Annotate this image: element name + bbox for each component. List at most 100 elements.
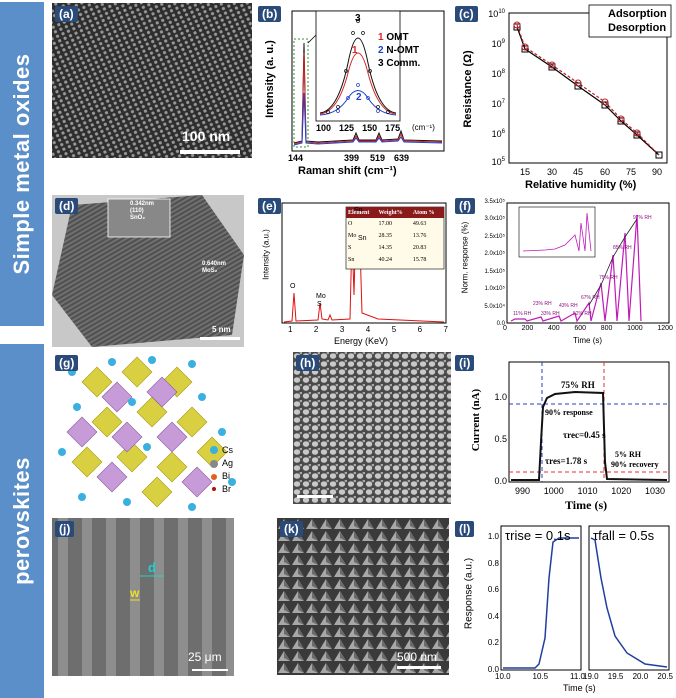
tem-image-d — [52, 195, 244, 347]
legend: Adsorption Desorption — [592, 7, 667, 35]
panel-d: (d) 0.342nm (110) SnO₂ 0.640nm MoS₂ 5 nm — [52, 195, 244, 347]
norm-response-chart — [506, 202, 670, 324]
x-axis-label: Time (s) — [563, 683, 596, 693]
panel-i: (i) Current (nA) 0.0 0.5 1.0 75% RH 90% re… — [455, 352, 673, 516]
legend-item: Bi — [222, 471, 231, 481]
sem-image-a — [52, 3, 252, 158]
panel-letter: (g) — [55, 355, 79, 371]
panel-letter: (j) — [55, 521, 75, 537]
panel-letter: (k) — [280, 521, 303, 537]
annot-tres: τres=1.78 s — [545, 456, 588, 466]
label-d: d — [148, 560, 156, 575]
svg-text:108: 108 — [492, 69, 506, 79]
eds-chart — [281, 202, 447, 324]
sidebar-simple-metal-oxides: Simple metal oxides — [0, 2, 44, 326]
x-axis-label: Relative humidity (%) — [525, 179, 637, 191]
current-curve — [511, 390, 668, 481]
tau-rise: τrise = 0.1s — [505, 528, 571, 543]
panel-f: (f) Norm. response (%) 0.0 5.0x10⁴ 1.0x10⁵… — [455, 195, 673, 350]
panel-g: (g) Cs Ag Bi Br — [52, 352, 247, 512]
panel-l: (l) τrise = 0.1s τfall = 0.5s Response (… — [455, 518, 673, 696]
annot-90-response: 90% response — [545, 408, 593, 417]
panel-e: (e) Intensity (a.u.) O Mo S Sn Sn Elemen… — [258, 195, 450, 350]
sidebar-perovskites: perovskites — [0, 344, 44, 698]
svg-text:3: 3 — [355, 13, 361, 24]
legend-item-desorption: Desorption — [608, 22, 667, 34]
panel-letter: (a) — [55, 6, 78, 22]
lattice-annotation-mos2: 0.640nm MoS₂ — [202, 261, 227, 274]
sidebar-label: Simple metal oxides — [9, 53, 34, 275]
tau-fall: τfall = 0.5s — [593, 528, 655, 543]
legend: 1 OMT 2 N-OMT 3 Comm. — [378, 31, 420, 70]
legend-item: 3 Comm. — [378, 58, 421, 69]
annot-5rh: 5% RH — [615, 450, 641, 459]
svg-text:1010: 1010 — [488, 9, 505, 19]
annot-90-recovery: 90% recovery — [611, 460, 659, 469]
y-ticks: 0.0 5.0x10⁴ 1.0x10⁵ 1.5x10⁵ 2.0x10⁵ 2.5x10⁵ 3.… — [484, 199, 505, 327]
sem-image-j — [52, 518, 234, 676]
svg-text:2: 2 — [356, 92, 362, 103]
panel-h: (h) — [293, 352, 451, 504]
y-axis-label: Intensity (a.u.) — [261, 229, 271, 280]
inset-ticks: 100 125 150 175 — [316, 123, 401, 133]
x-axis-label: Time (s) — [573, 336, 603, 345]
annot-trec: τrec=0.45 s — [563, 430, 606, 440]
response-chart — [500, 525, 670, 671]
svg-text:90: 90 — [652, 167, 662, 177]
scale-bar-label: 500 nm — [397, 650, 438, 664]
panel-j: (j) d w 25 μm — [52, 518, 234, 676]
x-ticks-left: 10.0 10.5 11.0 — [495, 672, 585, 681]
y-axis-label: Response (a.u.) — [463, 557, 475, 630]
current-chart — [508, 361, 670, 483]
raman-curve-nomt — [293, 92, 443, 146]
legend-item: Ag — [222, 458, 234, 468]
panel-letter: (l) — [455, 521, 475, 537]
annot-75rh: 75% RH — [561, 380, 595, 390]
raman-curve-omt — [293, 52, 443, 145]
panel-letter: (f) — [455, 198, 475, 214]
rise-curve — [503, 537, 579, 669]
sem-image-h — [293, 352, 451, 504]
x-ticks: 0 200 400 600 800 1000 1200 — [503, 325, 673, 332]
inset-unit: (cm⁻¹) — [412, 123, 435, 132]
y-ticks: 0.0 0.5 1.0 — [494, 392, 507, 486]
panel-k: (k) 500 nm — [277, 518, 449, 675]
svg-text:107: 107 — [492, 99, 506, 109]
y-axis-label: Current (nA) — [470, 388, 482, 452]
x-axis-label: Time (s) — [565, 498, 608, 512]
legend-item: Br — [222, 484, 231, 494]
legend-item: 1 OMT — [378, 32, 409, 43]
panel-c: 1010 109 108 107 106 105 15 30 45 60 75 90 (… — [455, 3, 673, 193]
svg-text:106: 106 — [492, 129, 506, 139]
lattice-annotation-sno2: 0.342nm (110) SnO₂ — [130, 201, 155, 221]
svg-text:109: 109 — [492, 39, 506, 49]
resistance-chart: 1010 109 108 107 106 105 15 30 45 60 75 90 — [488, 4, 672, 177]
svg-text:105: 105 — [492, 157, 506, 167]
label-w: w — [130, 586, 140, 600]
legend: Cs Ag Bi Br — [222, 444, 233, 496]
legend-item: 2 N-OMT — [378, 45, 420, 56]
response-curve — [510, 214, 642, 323]
desorption-line — [516, 24, 660, 156]
sidebar-label: perovskites — [9, 457, 34, 585]
svg-text:60: 60 — [600, 167, 610, 177]
panel-letter: (b) — [258, 6, 282, 22]
x-ticks-right: 19.0 19.5 20.0 20.5 — [583, 672, 673, 681]
fall-curve — [590, 537, 668, 668]
svg-text:75: 75 — [626, 167, 636, 177]
panel-letter: (d) — [55, 198, 79, 214]
y-axis-label: Resistance (Ω) — [462, 50, 474, 128]
svg-text:15: 15 — [520, 167, 530, 177]
legend-item: Cs — [222, 445, 233, 455]
composition-table: Element Weight% Atom % O 17.00 49.63 Mo 28.35… — [348, 210, 435, 263]
svg-text:45: 45 — [573, 167, 583, 177]
raman-chart: 3 1 2 — [291, 10, 445, 152]
panel-letter: (h) — [296, 355, 320, 371]
x-axis-label: Energy (KeV) — [334, 336, 389, 346]
svg-text:30: 30 — [547, 167, 557, 177]
panel-letter: (i) — [455, 355, 475, 371]
scale-bar-label: 5 nm — [212, 325, 231, 334]
svg-text:1: 1 — [352, 45, 358, 56]
y-ticks: 0.0 0.2 0.4 0.6 0.8 1.0 — [487, 532, 499, 674]
